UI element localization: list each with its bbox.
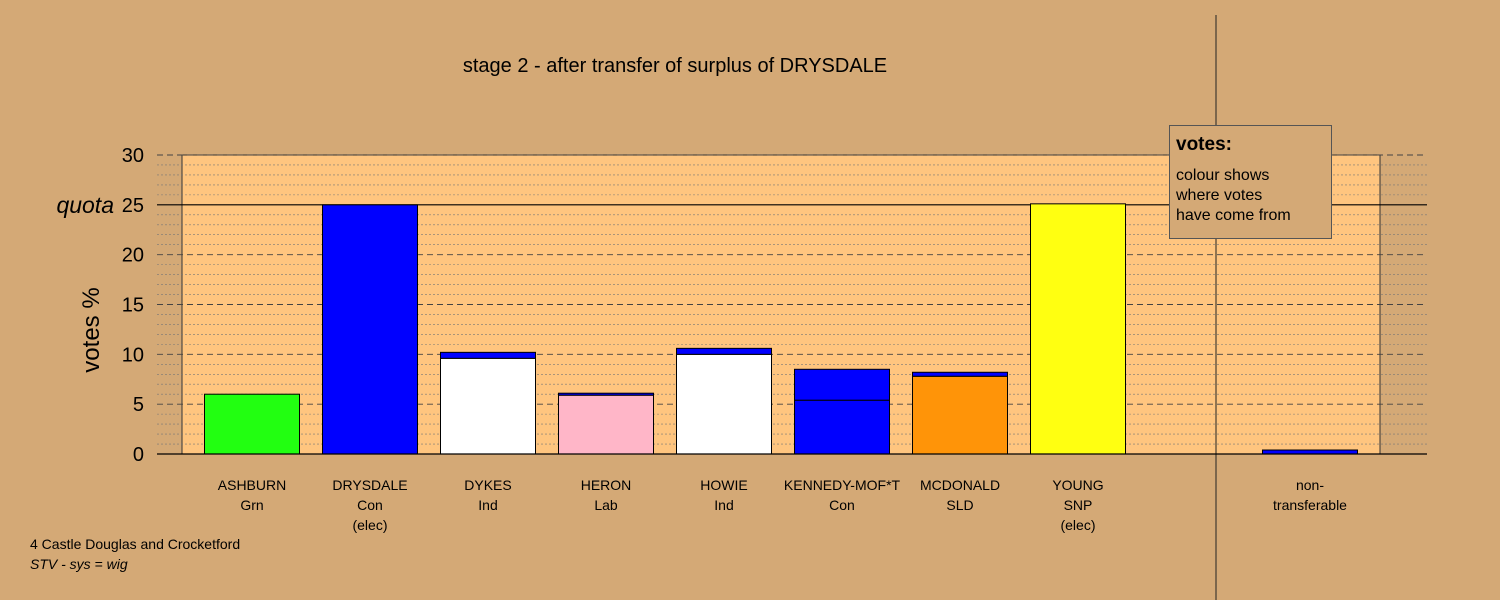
x-tick-label: non- [1296,477,1324,493]
x-tick-label: KENNEDY-MOF*T [784,477,901,493]
legend-line: where votes [1176,187,1263,204]
x-tick-label: DRYSDALE [332,477,407,493]
bar-segment [440,351,536,359]
x-tick-label: (elec) [352,517,387,533]
bar-segment [912,375,1008,455]
y-axis-label: votes % [78,287,105,372]
x-tick-label: SNP [1064,497,1093,513]
bar-segment [676,353,772,455]
bar-segment [794,399,890,455]
y-tick-label: 25 [122,195,144,217]
x-tick-label: Grn [240,497,263,513]
x-tick-label: Con [357,497,383,513]
x-tick-label: Ind [478,497,497,513]
y-tick-label: 10 [122,344,144,366]
bar-segment [322,204,418,455]
y-tick-label: 20 [122,245,144,267]
bar-segment [558,394,654,455]
bar-segment [1030,203,1126,455]
x-tick-label: Ind [714,497,733,513]
chart-title: stage 2 - after transfer of surplus of D… [463,55,887,77]
footer-constituency: 4 Castle Douglas and Crocketford [30,536,241,552]
bar-segment [440,357,536,455]
y-tick-label: 0 [133,444,144,466]
legend-line: have come from [1176,207,1291,224]
bar-segment [558,392,654,396]
bar-segment [204,393,300,455]
x-tick-label: YOUNG [1052,477,1103,493]
legend-title: votes: [1176,134,1232,155]
x-tick-label: MCDONALD [920,477,1000,493]
x-tick-label: HOWIE [700,477,747,493]
legend-line: colour shows [1176,167,1270,184]
x-tick-label: SLD [946,497,973,513]
y-tick-label: 15 [122,295,144,317]
quota-label: quota [56,192,114,218]
footer-system: STV - sys = wig [30,556,128,572]
legend: votes: colour shows where votes have com… [1169,125,1332,239]
x-tick-label: HERON [581,477,632,493]
x-tick-label: (elec) [1060,517,1095,533]
x-tick-label: transferable [1273,497,1347,513]
y-tick-label: 5 [133,394,144,416]
x-tick-label: Lab [594,497,618,513]
x-tick-label: DYKES [464,477,511,493]
bar-segment [794,368,890,401]
bar-segment [912,371,1008,377]
bar-segment [676,347,772,355]
x-tick-label: Con [829,497,855,513]
y-tick-label: 30 [122,145,144,167]
x-tick-label: ASHBURN [218,477,286,493]
plot-area: 0 5 10 15 20 25 30 ASHBURN Grn DRYSDALE Con (elec) D… [122,15,1427,600]
